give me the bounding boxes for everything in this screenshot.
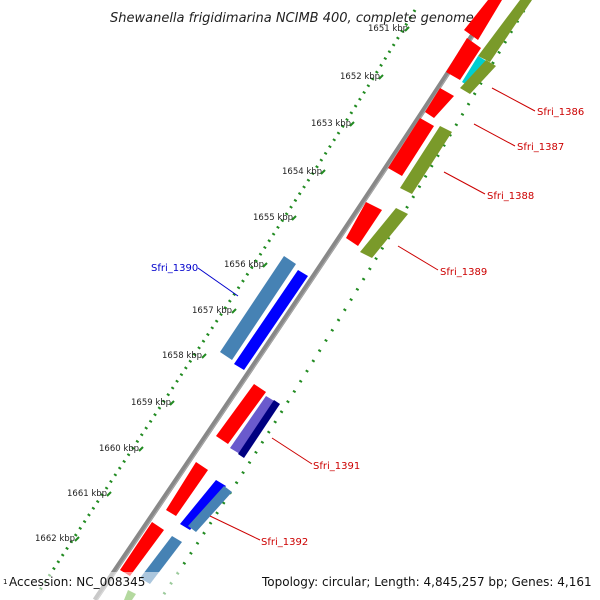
cds-feature[interactable] [216,384,266,444]
gene-label-sfri-1392[interactable]: Sfri_1392 [261,537,308,548]
kbp-label: 1656 kbp [224,260,264,270]
gene-label-sfri-1388[interactable]: Sfri_1388 [487,191,534,202]
callout-line [209,515,261,541]
kbp-label: 1655 kbp [253,213,293,223]
callout-line [443,171,486,195]
footer-tiny-number: 1 [3,578,7,586]
gene-label-sfri-1386[interactable]: Sfri_1386 [537,107,584,118]
genome-summary: Topology: circular; Length: 4,845,257 bp… [261,575,592,589]
genome-backbone [92,0,498,600]
gene-feature-steelblue[interactable] [220,256,296,360]
callout-line [473,123,516,147]
cds-feature[interactable] [464,0,502,40]
gene-feature-navy[interactable] [238,400,280,458]
gene-label-sfri-1391[interactable]: Sfri_1391 [313,461,360,472]
gene-feature-blue[interactable] [180,480,226,530]
kbp-label: 1654 kbp [282,167,322,177]
gene-label-sfri-1390[interactable]: Sfri_1390 [151,263,198,274]
outer-tick-ring [38,9,417,591]
gene-feature-olive[interactable] [400,126,452,194]
callout-line [271,437,313,465]
cds-feature[interactable] [346,202,382,246]
gene-feature-olive[interactable] [360,208,408,258]
cds-feature[interactable] [166,462,208,516]
kbp-label: 1660 kbp [99,444,139,454]
callout-line [491,87,536,112]
footer-backdrop [0,572,600,600]
kbp-label: 1659 kbp [131,398,171,408]
callout-line [197,267,239,297]
gene-label-sfri-1389[interactable]: Sfri_1389 [440,267,487,278]
cds-feature[interactable] [120,522,164,576]
gene-feature-blue[interactable] [234,270,308,370]
callout-line [397,245,439,271]
map-title: Shewanella frigidimarina NCIMB 400, comp… [110,11,474,26]
cds-feature[interactable] [446,38,481,80]
kbp-label: 1661 kbp [67,489,107,499]
gene-feature-olive[interactable] [478,0,532,62]
kbp-label: 1658 kbp [162,351,202,361]
gene-feature-slateblue[interactable] [230,396,276,454]
gene-feature-olive[interactable] [460,60,496,94]
gene-label-sfri-1387[interactable]: Sfri_1387 [517,142,564,153]
kbp-label: 1662 kbp [35,534,75,544]
kbp-tick-marks [74,26,410,542]
kbp-label: 1652 kbp [340,72,380,82]
accession-label: Accession: NC_008345 [9,575,145,589]
cds-feature[interactable] [425,88,454,118]
kbp-label: 1657 kbp [192,306,232,316]
kbp-label: 1651 kbp [368,24,408,34]
kbp-label: 1653 kbp [311,119,351,129]
cds-feature[interactable] [388,118,434,176]
gene-feature-steelblue[interactable] [188,486,232,532]
